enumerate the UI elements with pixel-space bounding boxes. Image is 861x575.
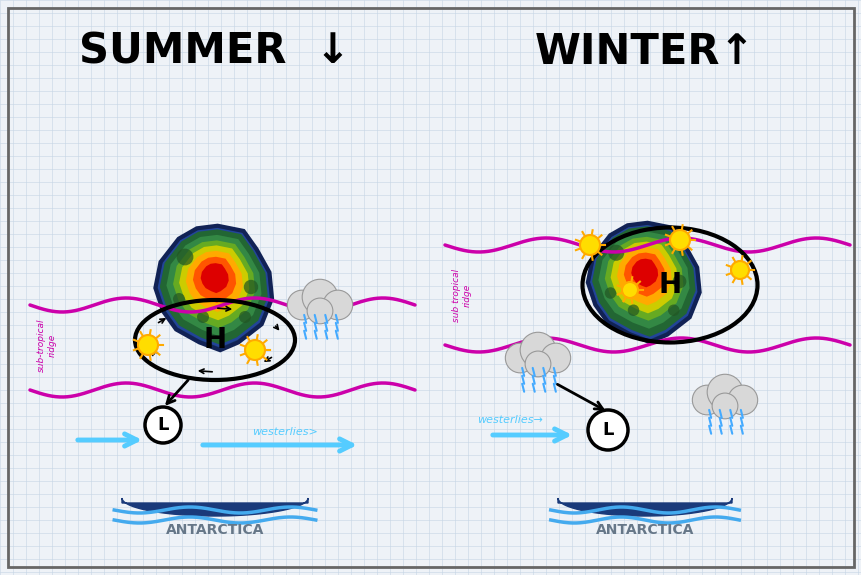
Polygon shape [122, 498, 307, 516]
Polygon shape [179, 246, 249, 320]
Text: ANTARCTICA: ANTARCTICA [165, 523, 263, 537]
Circle shape [691, 385, 722, 415]
Circle shape [669, 230, 689, 250]
Polygon shape [155, 226, 272, 350]
Polygon shape [587, 223, 699, 342]
Circle shape [667, 305, 678, 316]
Polygon shape [166, 235, 261, 336]
Circle shape [608, 245, 623, 261]
Circle shape [730, 261, 748, 279]
Circle shape [145, 407, 181, 443]
Circle shape [245, 340, 264, 360]
Text: L: L [602, 421, 613, 439]
Polygon shape [604, 237, 683, 321]
Circle shape [302, 279, 338, 315]
Polygon shape [592, 227, 695, 337]
Circle shape [177, 248, 193, 266]
Polygon shape [159, 229, 268, 344]
Circle shape [287, 290, 317, 320]
Text: L: L [157, 416, 169, 434]
Polygon shape [589, 225, 697, 339]
Text: H: H [203, 326, 226, 354]
Text: sub-tropical
ridge: sub-tropical ridge [37, 318, 57, 372]
Polygon shape [185, 251, 243, 312]
Text: SUMMER  ↓: SUMMER ↓ [79, 31, 350, 73]
Circle shape [604, 288, 616, 299]
Circle shape [524, 351, 550, 377]
Polygon shape [557, 498, 731, 516]
Polygon shape [610, 242, 677, 313]
Circle shape [627, 305, 639, 316]
Text: westerlies>: westerlies> [251, 427, 318, 437]
Text: westerlies→: westerlies→ [476, 415, 542, 425]
Text: ANTARCTICA: ANTARCTICA [595, 523, 693, 537]
Polygon shape [201, 263, 228, 293]
Circle shape [197, 311, 208, 323]
Text: WINTER↑: WINTER↑ [534, 31, 754, 73]
Circle shape [672, 275, 685, 289]
Polygon shape [598, 232, 689, 329]
Circle shape [579, 235, 599, 255]
Polygon shape [630, 259, 658, 288]
Circle shape [307, 298, 332, 324]
Circle shape [505, 343, 535, 373]
Circle shape [622, 282, 637, 298]
Circle shape [706, 374, 742, 410]
Text: H: H [658, 271, 681, 299]
Circle shape [323, 290, 352, 320]
Polygon shape [173, 240, 255, 328]
Circle shape [244, 280, 258, 294]
Polygon shape [193, 257, 236, 303]
Text: sub tropical
ridge: sub tropical ridge [452, 269, 471, 321]
Polygon shape [158, 228, 269, 347]
Polygon shape [616, 247, 671, 305]
Circle shape [519, 332, 555, 368]
Circle shape [711, 393, 737, 419]
Circle shape [728, 385, 757, 415]
Circle shape [587, 410, 628, 450]
Circle shape [138, 335, 158, 355]
Polygon shape [623, 252, 665, 297]
Circle shape [541, 343, 570, 373]
Circle shape [173, 293, 185, 305]
Circle shape [238, 311, 251, 323]
